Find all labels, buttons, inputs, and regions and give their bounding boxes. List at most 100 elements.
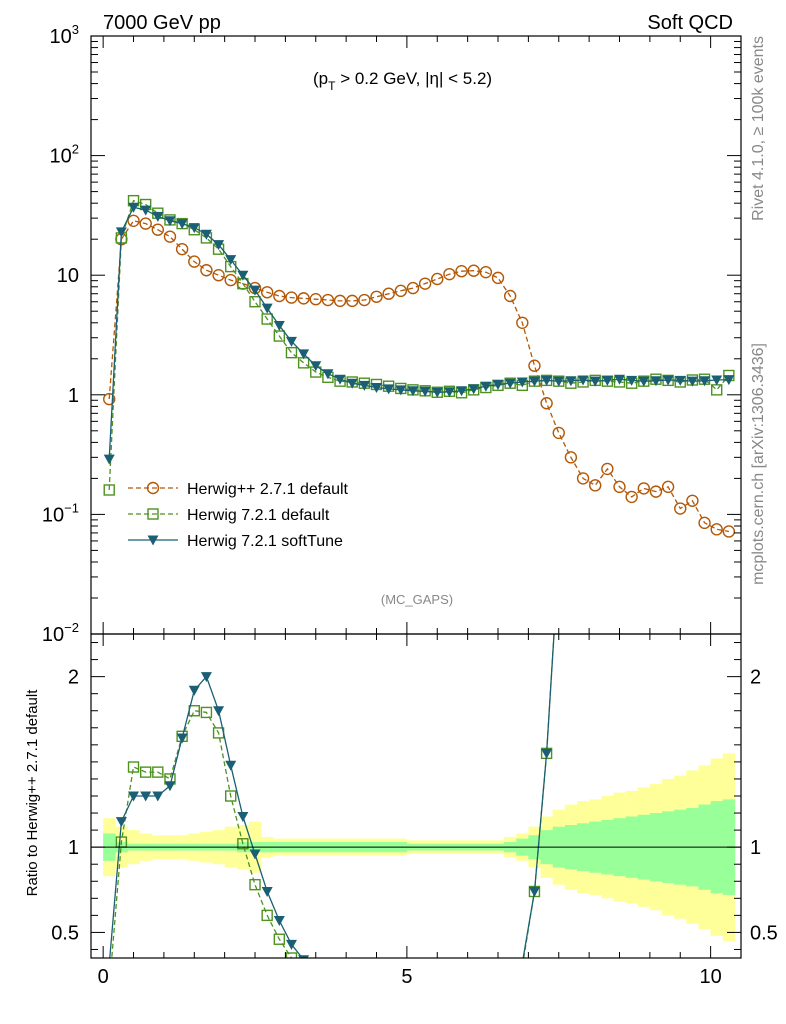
ratio-series-1 <box>109 634 555 958</box>
main-point <box>139 217 152 230</box>
main-point <box>309 292 322 306</box>
main-point <box>699 376 711 387</box>
main-y-tick-label: 103 <box>50 22 79 48</box>
main-point <box>528 376 540 387</box>
ratio-point <box>528 886 540 897</box>
main-point <box>431 272 444 286</box>
legend-marker <box>146 481 160 495</box>
main-point <box>601 462 614 476</box>
x-tick-label: 10 <box>700 966 722 988</box>
ratio-series-line <box>109 634 555 958</box>
main-point <box>273 289 286 303</box>
main-point <box>674 502 687 515</box>
main-point <box>200 229 212 240</box>
main-point <box>322 369 334 380</box>
ratio-point <box>273 915 285 926</box>
main-point <box>686 494 699 507</box>
main-point <box>261 313 273 325</box>
main-point <box>188 255 201 268</box>
tick-base: 10 <box>42 624 64 646</box>
tick-base: 10 <box>50 26 72 48</box>
main-series-0 <box>103 214 736 538</box>
legend: Herwig++ 2.7.1 default Herwig 7.2.1 defau… <box>128 481 349 550</box>
cut-label-main: (p <box>313 69 328 88</box>
main-point <box>613 480 626 494</box>
main-point <box>467 264 480 277</box>
ratio-point <box>249 849 261 860</box>
ratio-point <box>225 790 237 802</box>
main-point <box>200 264 213 277</box>
main-point <box>358 293 371 307</box>
main-point <box>407 386 419 397</box>
main-point <box>419 386 431 397</box>
main-point <box>175 242 189 256</box>
main-point <box>479 265 493 279</box>
watermark-label: (MC_GAPS) <box>381 592 453 607</box>
ratio-point <box>128 791 140 802</box>
main-point <box>152 211 164 222</box>
cut-label-sub: T <box>328 79 336 93</box>
main-point <box>710 523 723 536</box>
ratio-point <box>541 748 553 759</box>
ratio-point <box>152 791 164 802</box>
legend-marker <box>147 535 159 546</box>
tick-exponent: 2 <box>72 142 79 157</box>
main-point <box>249 285 261 296</box>
ratio-point <box>237 838 249 850</box>
tick-base: 1 <box>68 385 79 407</box>
ratio-series-group <box>109 634 555 958</box>
main-point <box>273 320 285 331</box>
main-point <box>540 397 553 410</box>
main-point <box>564 451 578 464</box>
main-point <box>698 516 711 530</box>
ratio-point <box>273 933 286 945</box>
main-point <box>638 376 650 387</box>
main-point <box>358 380 370 391</box>
main-series-2 <box>103 202 735 465</box>
main-point <box>370 290 383 303</box>
ratio-point <box>237 811 249 822</box>
tick-base: 10 <box>50 146 72 168</box>
ratio-point <box>249 878 261 891</box>
ratio-point <box>152 766 164 778</box>
ratio-point <box>261 886 273 897</box>
main-point <box>298 349 310 360</box>
main-series-line <box>108 220 730 533</box>
ratio-y-axis-label: Ratio to Herwig++ 2.7.1 default <box>24 689 41 897</box>
main-point <box>151 223 165 236</box>
main-point <box>140 205 152 216</box>
mcplots-label: mcplots.cern.ch [arXiv:1306.3436] <box>750 343 767 585</box>
tick-exponent: 3 <box>72 22 79 37</box>
main-point <box>285 346 298 359</box>
legend-label: Herwig 7.2.1 softTune <box>187 533 343 550</box>
main-point <box>383 384 395 395</box>
ratio-point <box>200 706 213 719</box>
legend-label: Herwig 7.2.1 default <box>187 507 330 524</box>
main-point <box>371 383 383 394</box>
main-point <box>163 230 177 243</box>
main-point <box>418 277 432 290</box>
main-point <box>626 375 638 386</box>
main-point <box>260 286 274 299</box>
main-point <box>310 361 322 372</box>
main-point <box>504 378 516 389</box>
main-point <box>576 472 590 485</box>
main-point <box>456 386 468 397</box>
main-point <box>395 385 407 396</box>
main-y-tick-label: 102 <box>50 142 79 168</box>
main-point <box>249 296 261 308</box>
ratio-point <box>298 955 310 958</box>
main-point <box>115 227 127 238</box>
main-point <box>382 287 395 300</box>
main-point <box>625 490 638 504</box>
main-point <box>516 316 529 329</box>
main-point <box>541 375 553 386</box>
ratio-point <box>164 781 176 792</box>
main-y-tick-label: 10−1 <box>42 500 79 526</box>
main-point <box>164 216 176 227</box>
legend-label: Herwig++ 2.7.1 default <box>187 481 349 498</box>
main-series-line <box>108 206 729 460</box>
main-point <box>297 292 310 305</box>
